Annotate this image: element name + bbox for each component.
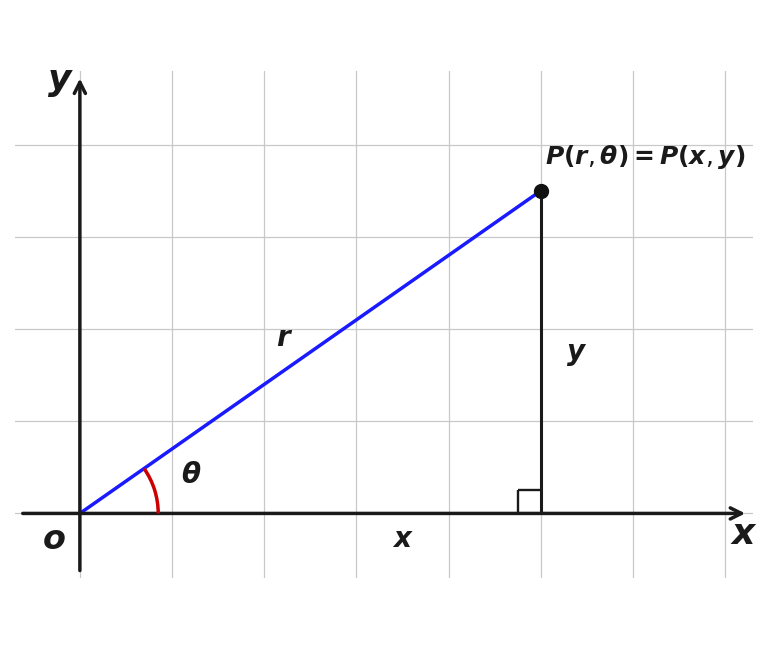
Text: y: y	[48, 63, 71, 97]
Text: θ: θ	[181, 461, 200, 489]
Text: y: y	[567, 338, 584, 366]
Text: x: x	[393, 525, 412, 553]
Text: o: o	[43, 522, 65, 556]
Text: $\boldsymbol{P(r,\theta) = P(x,y)}$: $\boldsymbol{P(r,\theta) = P(x,y)}$	[545, 143, 746, 171]
Text: x: x	[732, 517, 755, 551]
Text: r: r	[276, 324, 290, 352]
